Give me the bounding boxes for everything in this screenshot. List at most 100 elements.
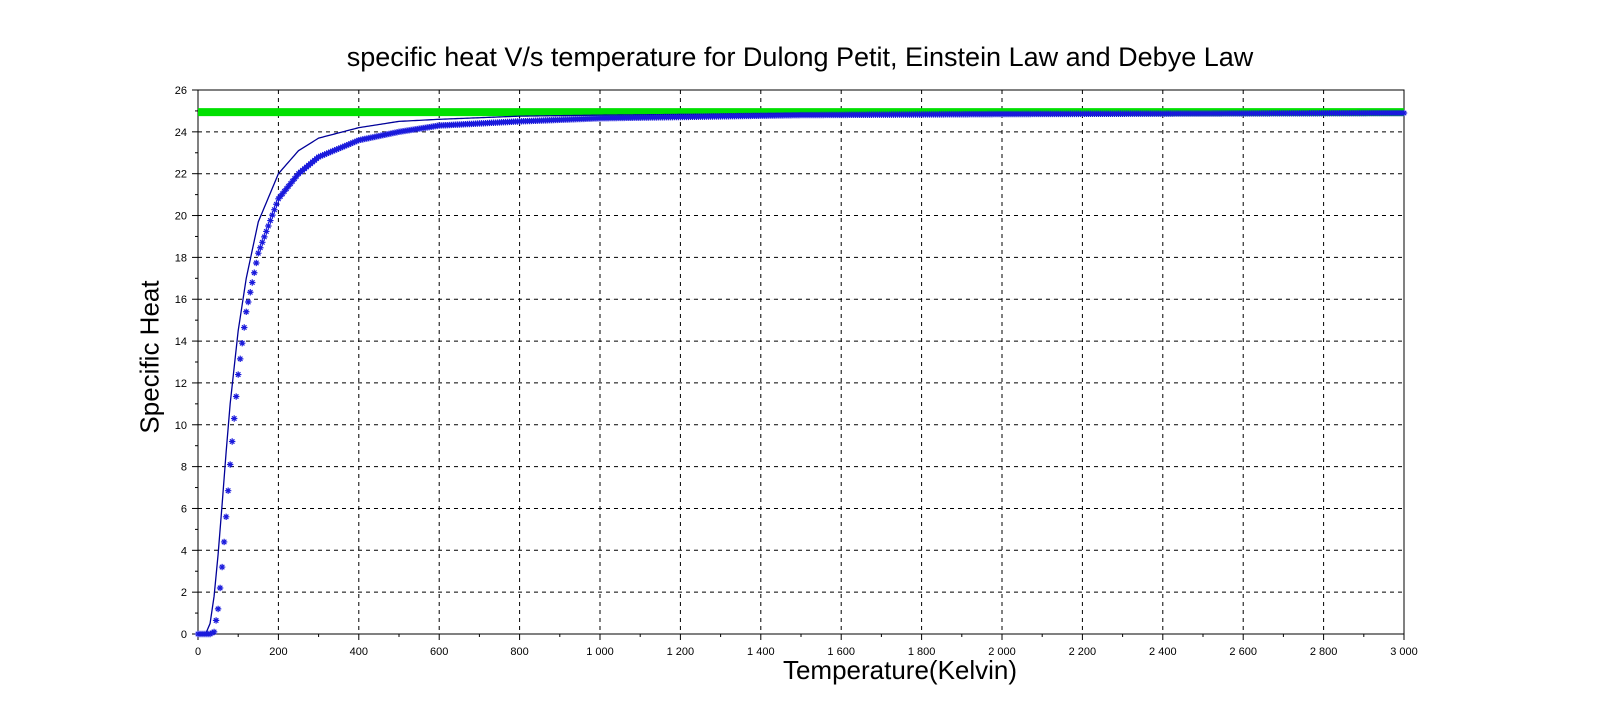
series-2-marker	[327, 148, 334, 156]
series-2-marker	[275, 195, 282, 202]
series-2-marker	[269, 211, 276, 219]
y-tick-label: 12	[175, 378, 187, 390]
series-2-marker	[245, 298, 252, 306]
series-2-marker	[265, 222, 272, 230]
series-2-marker	[241, 324, 248, 331]
series-2-marker	[329, 147, 336, 155]
y-tick-label: 10	[175, 420, 187, 432]
x-tick-label: 3 000	[1390, 646, 1418, 658]
series-2-marker	[208, 629, 216, 637]
series-2-marker	[210, 628, 218, 636]
x-tick-label: 2 200	[1069, 646, 1097, 658]
y-tick-label: 8	[181, 462, 187, 474]
series-2-marker	[319, 152, 326, 159]
series-2-marker	[230, 415, 238, 422]
series-2-markers	[194, 109, 1408, 638]
series-2-marker	[232, 393, 240, 400]
y-tick-label: 6	[181, 503, 187, 515]
x-tick-label: 800	[510, 646, 528, 658]
series-2-marker	[279, 190, 286, 197]
y-tick-label: 18	[175, 252, 187, 264]
series-2-marker	[315, 153, 322, 161]
series-2-marker	[341, 142, 348, 150]
series-2-marker	[339, 143, 346, 151]
series-2-marker	[347, 140, 354, 147]
plot-frame	[197, 89, 1405, 635]
series-2-marker	[255, 250, 262, 257]
series-2-marker	[345, 141, 352, 148]
series-2-marker	[206, 630, 214, 638]
x-tick-label: 600	[430, 646, 448, 658]
series-2-marker	[243, 308, 250, 315]
series-2-marker	[224, 487, 232, 494]
series-2-marker	[285, 183, 292, 190]
series-2-marker	[271, 206, 278, 213]
x-tick-label: 1 600	[827, 646, 855, 658]
series-2-marker	[257, 244, 264, 251]
series-2-marker	[293, 173, 300, 180]
x-axis-label: Temperature(Kelvin)	[782, 655, 1018, 685]
series-2-marker	[228, 438, 236, 445]
series-2-marker	[267, 217, 274, 224]
series-2-marker	[253, 259, 260, 267]
x-tick-label: 1 200	[667, 646, 695, 658]
series-2-marker	[251, 269, 258, 276]
series-2-marker	[214, 605, 222, 613]
series-2-marker	[321, 151, 328, 158]
x-tick-label: 2 000	[988, 646, 1016, 658]
series-2-marker	[331, 147, 338, 154]
grid	[198, 90, 1404, 634]
series-2-marker	[216, 584, 224, 592]
series-2-marker	[1400, 109, 1408, 117]
series-2-marker	[343, 142, 350, 149]
chart-title: specific heat V/s temperature for Dulong…	[346, 42, 1254, 72]
series-2-marker	[351, 138, 358, 146]
series-2-marker	[220, 538, 228, 546]
y-tick-label: 22	[175, 169, 187, 181]
series-2-marker	[249, 279, 256, 286]
x-tick-label: 2 800	[1310, 646, 1338, 658]
y-tick-label: 16	[175, 294, 187, 306]
x-tick-label: 200	[269, 646, 287, 658]
axes	[192, 89, 1405, 640]
series-2-marker	[317, 152, 324, 160]
y-tick-label: 20	[175, 211, 187, 223]
x-tick-label: 1 400	[747, 646, 775, 658]
series-2-marker	[287, 180, 294, 187]
series-2-marker	[349, 139, 356, 146]
series-2-marker	[277, 193, 284, 200]
series-2-marker	[291, 175, 298, 182]
y-tick-label: 14	[175, 336, 187, 348]
series-2-marker	[261, 233, 268, 241]
series-2-marker	[218, 563, 226, 571]
series-2-marker	[237, 355, 244, 363]
series-2-marker	[273, 201, 280, 208]
series-2-marker	[335, 145, 342, 152]
tick-labels: 0 200 400 600 800 1 000 1 200 1 400 1 600 1 800 2 …	[175, 85, 1418, 658]
series-2-marker	[323, 150, 330, 157]
series-2-marker	[337, 144, 344, 151]
series-2-marker	[289, 178, 296, 185]
series-2-marker	[333, 146, 340, 153]
x-tick-label: 1 000	[586, 646, 614, 658]
y-tick-label: 2	[181, 587, 187, 599]
series-2-marker	[353, 137, 360, 145]
series-2-marker	[263, 228, 270, 235]
series-2-marker	[283, 185, 290, 192]
y-tick-label: 26	[175, 85, 187, 97]
series-group	[194, 108, 1408, 638]
series-2-marker	[235, 371, 242, 378]
series-2-marker	[239, 339, 246, 347]
series-2-marker	[222, 513, 230, 521]
series-2-marker	[325, 149, 332, 156]
series-1-line	[197, 111, 1405, 635]
x-tick-label: 2 600	[1229, 646, 1257, 658]
y-tick-label: 4	[181, 545, 187, 557]
y-tick-label: 24	[175, 127, 187, 139]
x-tick-label: 400	[350, 646, 368, 658]
x-tick-label: 2 400	[1149, 646, 1177, 658]
series-2-marker	[281, 188, 288, 195]
series-2-marker	[226, 461, 234, 468]
series-2-marker	[212, 617, 220, 624]
